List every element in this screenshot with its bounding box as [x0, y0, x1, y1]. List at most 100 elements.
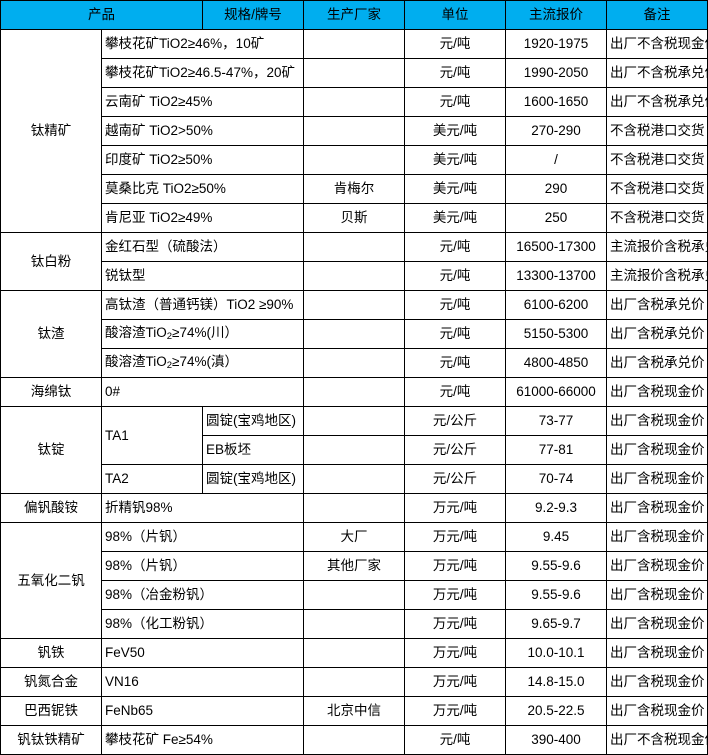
cell-grade: TA2: [101, 464, 203, 494]
cell-spec: 云南矿 TiO2≥45%: [101, 87, 304, 117]
cell-price: 70-74: [505, 464, 607, 494]
cell-spec: 98%（化工粉钒）: [101, 609, 304, 639]
cell-manufacturer: [303, 609, 405, 639]
cell-product: 钛精矿: [0, 29, 102, 233]
cell-manufacturer: [303, 580, 405, 610]
cell-unit: 元/吨: [404, 290, 506, 320]
cell-price: 73-77: [505, 406, 607, 436]
cell-unit: 元/吨: [404, 377, 506, 407]
cell-manufacturer: [303, 348, 405, 378]
cell-note: 出厂不含税承兑价: [606, 58, 708, 88]
cell-price: 6100-6200: [505, 290, 607, 320]
cell-spec: 金红石型（硫酸法）: [101, 232, 304, 262]
cell-note: 出厂含税现金价: [606, 406, 708, 436]
table-row: 攀枝花矿TiO2≥46.5-47%，20矿 元/吨 1990-2050 出厂不含税承兑…: [1, 58, 708, 88]
cell-price: 14.8-15.0: [505, 667, 607, 697]
cell-manufacturer: [303, 116, 405, 146]
cell-note: 出厂含税现金价: [606, 377, 708, 407]
cell-product: 巴西铌铁: [0, 696, 102, 726]
table-row: 钒钛铁精矿 攀枝花矿 Fe≥54% 元/吨 390-400 出厂不含税现金价: [0, 725, 708, 755]
cell-note: 出厂含税现金价: [606, 609, 708, 639]
cell-spec: 印度矿 TiO2≥50%: [101, 145, 304, 175]
cell-unit: 万元/吨: [404, 551, 506, 581]
cell-note: 出厂含税承兑价: [606, 290, 708, 320]
cell-price: 9.65-9.7: [505, 609, 607, 639]
cell-product: 五氧化二钒: [0, 522, 102, 639]
table-row: 98%（冶金粉钒） 万元/吨 9.55-9.6 出厂含税现金价: [1, 580, 708, 610]
table-row: 酸溶渣TiO2≥74%(川） 元/吨 5150-5300 出厂含税承兑价: [1, 319, 708, 349]
cell-product: 钒钛铁精矿: [0, 725, 102, 755]
cell-price: 9.45: [505, 522, 607, 552]
cell-spec: 锐钛型: [101, 261, 304, 291]
cell-price: 9.2-9.3: [505, 493, 607, 523]
cell-note: 出厂含税现金价: [606, 580, 708, 610]
table-row: 钛锭 TA1 圆锭(宝鸡地区) 元/公斤 73-77 出厂含税现金价: [0, 406, 708, 494]
cell-spec: 酸溶渣TiO2≥74%(滇）: [101, 348, 304, 378]
cell-spec: 折精钒98%: [101, 493, 304, 523]
table-row: 云南矿 TiO2≥45% 元/吨 1600-1650 出厂不含税承兑价: [1, 87, 708, 117]
cell-price: 10.0-10.1: [505, 638, 607, 668]
cell-price: 61000-66000: [505, 377, 607, 407]
cell-manufacturer: [303, 377, 405, 407]
cell-note: 不含税港口交货: [606, 145, 708, 175]
cell-product: 钛渣: [0, 290, 102, 378]
cell-note: 不含税港口交货: [606, 174, 708, 204]
cell-manufacturer: 其他厂家: [303, 551, 405, 581]
table-row: 钒氮合金 VN16 万元/吨 14.8-15.0 出厂含税现金价: [0, 667, 708, 697]
table-row: 肯尼亚 TiO2≥49% 贝斯 美元/吨 250 不含税港口交货: [1, 203, 708, 233]
cell-unit: 元/吨: [404, 29, 506, 59]
cell-price: /: [505, 145, 607, 175]
cell-product: 偏钒酸铵: [0, 493, 102, 523]
table-row: 海绵钛 0# 元/吨 61000-66000 出厂含税现金价: [0, 377, 708, 407]
cell-manufacturer: [303, 232, 405, 262]
cell-spec: 莫桑比克 TiO2≥50%: [101, 174, 304, 204]
cell-manufacturer: [303, 29, 405, 59]
cell-unit: 万元/吨: [404, 638, 506, 668]
column-header-note: 备注: [606, 0, 708, 30]
cell-grade: TA1: [101, 406, 203, 465]
cell-manufacturer: [303, 145, 405, 175]
cell-price: 5150-5300: [505, 319, 607, 349]
cell-spec: 越南矿 TiO2>50%: [101, 116, 304, 146]
cell-spec: 圆锭(宝鸡地区): [202, 464, 304, 494]
cell-manufacturer: 贝斯: [303, 203, 405, 233]
cell-unit: 元/公斤: [404, 435, 506, 465]
cell-price: 9.55-9.6: [505, 580, 607, 610]
cell-manufacturer: 肯梅尔: [303, 174, 405, 204]
cell-spec: FeV50: [101, 638, 304, 668]
cell-spec: EB板坯: [202, 435, 304, 465]
cell-note: 出厂含税现金价: [606, 638, 708, 668]
cell-manufacturer: [303, 261, 405, 291]
cell-product: 钛白粉: [0, 232, 102, 291]
cell-spec: 0#: [101, 377, 304, 407]
cell-spec: 攀枝花矿TiO2≥46.5-47%，20矿: [101, 58, 304, 88]
cell-note: 出厂含税承兑价: [606, 319, 708, 349]
table-body: 钛精矿 攀枝花矿TiO2≥46%，10矿 元/吨 1920-1975 出厂不含税现金价攀…: [0, 29, 708, 755]
cell-unit: 元/吨: [404, 58, 506, 88]
cell-price: 9.55-9.6: [505, 551, 607, 581]
cell-unit: 元/公斤: [404, 464, 506, 494]
cell-note: 出厂含税承兑价: [606, 348, 708, 378]
table-row: 越南矿 TiO2>50% 美元/吨 270-290 不含税港口交货: [1, 116, 708, 146]
cell-unit: 元/吨: [404, 725, 506, 755]
cell-manufacturer: [303, 58, 405, 88]
table-row: TA2 圆锭(宝鸡地区) 元/公斤 70-74 出厂含税现金价: [1, 464, 708, 494]
cell-price: 77-81: [505, 435, 607, 465]
cell-unit: 元/吨: [404, 87, 506, 117]
table-row: 钛精矿 攀枝花矿TiO2≥46%，10矿 元/吨 1920-1975 出厂不含税现金价: [0, 29, 708, 233]
cell-spec: 98%（片钒）: [101, 522, 304, 552]
cell-note: 出厂含税现金价: [606, 464, 708, 494]
cell-unit: 万元/吨: [404, 522, 506, 552]
cell-unit: 美元/吨: [404, 145, 506, 175]
cell-spec: FeNb65: [101, 696, 304, 726]
cell-spec: 98%（片钒）: [101, 551, 304, 581]
cell-spec: 肯尼亚 TiO2≥49%: [101, 203, 304, 233]
cell-manufacturer: [303, 464, 405, 494]
cell-spec: 攀枝花矿 Fe≥54%: [101, 725, 304, 755]
table-row: 钛渣 高钛渣（普通钙镁）TiO2 ≥90% 元/吨 6100-6200 出厂含税承兑价: [0, 290, 708, 378]
cell-product: 钒铁: [0, 638, 102, 668]
cell-note: 出厂含税现金价: [606, 667, 708, 697]
cell-manufacturer: [303, 406, 405, 436]
cell-spec: 圆锭(宝鸡地区): [202, 406, 304, 436]
